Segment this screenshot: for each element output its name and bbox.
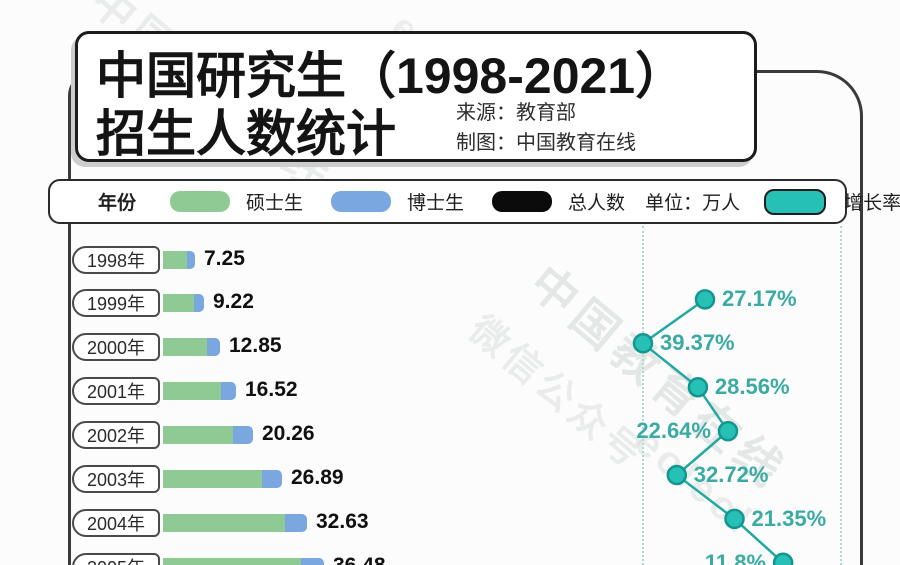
growth-axis-guide-left — [642, 226, 644, 565]
year-pill: 2003年 — [72, 465, 160, 493]
total-value-label: 32.63 — [316, 509, 369, 533]
growth-rate-label: 27.17% — [721, 286, 797, 312]
growth-point — [724, 508, 745, 530]
page-title: 中国研究生（1998-2021） — [96, 48, 686, 104]
year-pill: 1999年 — [72, 289, 160, 318]
legend-bar: 年份 硕士生 博士生 总人数 单位：万人 增长率 — [48, 179, 900, 224]
doctor-bar-segment — [194, 294, 204, 313]
doctor-bar-segment — [285, 513, 307, 532]
master-bar-segment — [163, 426, 233, 445]
legend-unit-label: 单位：万人 — [645, 193, 741, 214]
growth-rate-label: 32.72% — [693, 462, 769, 487]
growth-point — [687, 376, 709, 398]
master-bar-segment — [163, 557, 301, 565]
legend-doctor-label: 博士生 — [407, 193, 465, 214]
year-pill: 2002年 — [72, 421, 160, 450]
year-pill: 2005年 — [72, 552, 160, 565]
source-credit: 来源：教育部 制图：中国教育在线 — [456, 98, 636, 158]
growth-point — [632, 333, 654, 354]
growth-point — [666, 464, 688, 486]
page-subtitle: 招生人数统计 — [96, 106, 396, 162]
total-value-label: 26.89 — [291, 466, 344, 489]
total-value-label: 20.26 — [262, 422, 315, 446]
total-value-label: 36.48 — [333, 554, 386, 565]
year-pill: 2000年 — [72, 333, 160, 362]
growth-rate-label: 22.64% — [636, 418, 711, 444]
master-bar-segment — [163, 513, 285, 532]
doctor-bar-segment — [207, 338, 220, 357]
legend-year-label: 年份 — [98, 193, 137, 214]
growth-axis-guide-right — [840, 226, 842, 565]
growth-rate-label: 28.56% — [714, 374, 790, 400]
doctor-bar-segment — [187, 250, 195, 269]
source-line: 来源：教育部 — [456, 102, 576, 124]
total-swatch-icon — [492, 191, 553, 212]
growth-point — [772, 552, 794, 565]
doctor-bar-segment — [221, 382, 236, 401]
master-bar-segment — [163, 250, 187, 269]
master-bar-segment — [163, 470, 262, 488]
credit-line: 制图：中国教育在线 — [456, 132, 636, 154]
master-bar-segment — [163, 294, 194, 313]
growth-rate-label: 21.35% — [751, 505, 827, 531]
growth-point — [717, 420, 739, 442]
doctor-bar-segment — [233, 426, 253, 445]
total-value-label: 7.25 — [204, 246, 245, 270]
year-pill: 2001年 — [72, 377, 160, 406]
total-value-label: 16.52 — [245, 378, 298, 402]
growth-swatch-icon — [764, 188, 827, 215]
growth-rate-label: 39.37% — [660, 330, 735, 356]
doctor-bar-segment — [262, 470, 282, 488]
master-bar-segment — [163, 382, 221, 401]
doctor-swatch-icon — [331, 191, 392, 212]
growth-rate-label: 11.8% — [704, 549, 767, 565]
legend-master-label: 硕士生 — [246, 193, 304, 214]
doctor-bar-segment — [301, 557, 324, 565]
growth-point — [694, 289, 716, 310]
total-value-label: 9.22 — [213, 290, 254, 314]
title-box: 中国研究生（1998-2021） 招生人数统计 来源：教育部 制图：中国教育在线 — [75, 31, 757, 162]
master-swatch-icon — [170, 191, 231, 212]
total-value-label: 12.85 — [229, 334, 282, 358]
legend-growth-label: 增长率 — [844, 193, 900, 214]
year-pill: 2004年 — [72, 508, 160, 537]
year-pill: 1998年 — [72, 245, 160, 274]
master-bar-segment — [163, 338, 207, 357]
legend-total-label: 总人数 — [568, 193, 626, 214]
